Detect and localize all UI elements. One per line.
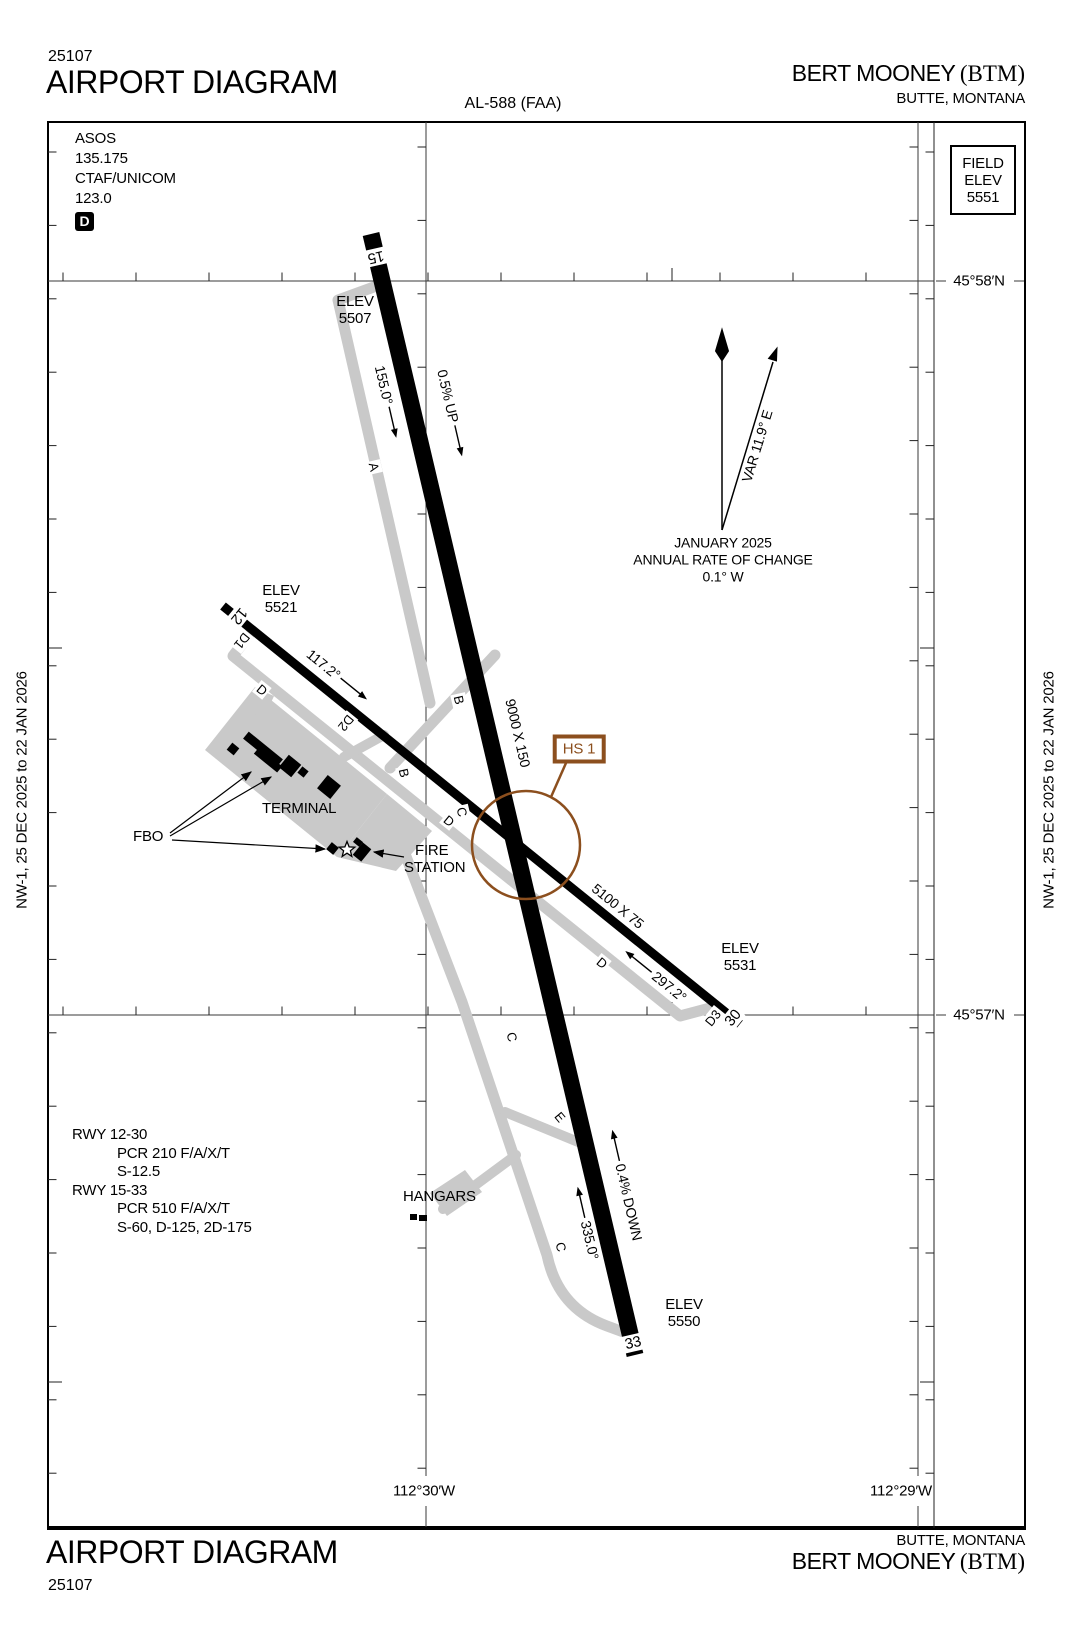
field-elev-value: 5551 [966, 188, 1000, 206]
effective-dates-right: NW-1, 25 DEC 2025 to 22 JAN 2026 [1040, 671, 1058, 909]
magnetic-north-line [721, 361, 774, 531]
terminal-building [278, 754, 302, 778]
runway-heading-117: 117.2° [304, 646, 373, 706]
comm-info-block: ASOS 135.175 CTAF/UNICOM 123.0 [75, 129, 176, 209]
fbo-arrow [169, 776, 273, 837]
hotspot-hs1-label: HS 1 [552, 734, 606, 764]
taxiway-a [332, 278, 436, 709]
field-elev-line1: FIELD [962, 154, 1004, 172]
taxiway-d2 [339, 730, 389, 762]
fbo-building [326, 842, 339, 855]
fire-station-star-icon [337, 839, 357, 858]
rwy-12-30-pcr: PCR 210 F/A/X/T [117, 1144, 230, 1162]
fbo-arrow [169, 771, 252, 834]
arrow-left-icon [610, 1129, 621, 1162]
ctaf-unicom-label: CTAF/UNICOM [75, 170, 176, 187]
magnetic-north-arrowhead [767, 346, 778, 362]
longitude-label-right: 112°29′W [870, 1482, 932, 1500]
building [297, 766, 309, 778]
rwy-12-30-title: RWY 12-30 [72, 1126, 148, 1143]
elevation-rwy33: ELEV 5550 [665, 1296, 703, 1330]
graticule-ticks [48, 146, 934, 1474]
rwy-15-33-pcr: PCR 510 F/A/X/T [117, 1200, 230, 1217]
hangar-building [419, 1215, 427, 1221]
hangar-apron [430, 1170, 482, 1216]
fire-station-building [352, 842, 372, 862]
taxiway-e [500, 1107, 593, 1151]
terminal-label: TERMINAL [262, 800, 337, 817]
airport-identifier: (BTM) [959, 61, 1025, 86]
datis-icon: D [75, 212, 94, 231]
footer-airport-name: BERT MOONEY (BTM) [791, 1548, 1025, 1574]
elevation-rwy30: ELEV 5531 [721, 940, 759, 974]
building [226, 742, 240, 756]
rwy-15-33-strength: S-60, D-125, 2D-175 [117, 1218, 252, 1236]
asos-frequency: 135.175 [75, 150, 128, 167]
fire-station-arrow [372, 849, 405, 858]
arrow-right-icon [388, 406, 398, 439]
latitude-label-top: 45°58′N [953, 272, 1005, 290]
fire-station-label-line1: FIRE [415, 842, 449, 859]
gradient-04-down: 0.4% DOWN [604, 1128, 646, 1242]
latitude-label-bottom: 45°57′N [953, 1006, 1005, 1024]
ctaf-frequency: 123.0 [75, 190, 112, 207]
arrow-left-icon [576, 1186, 586, 1219]
hs1-circle [470, 789, 582, 901]
effective-dates-left: NW-1, 25 DEC 2025 to 22 JAN 2026 [13, 671, 31, 909]
field-elev-line2: ELEV [964, 171, 1002, 189]
rate-line2: 0.1° W [702, 568, 744, 585]
terminal-apron [205, 687, 387, 857]
header-city: BUTTE, MONTANA [896, 90, 1025, 107]
hs1-leader-line [549, 762, 568, 798]
hotspot-hs1 [470, 762, 582, 901]
pointer-arrows [169, 771, 405, 858]
page-title: AIRPORT DIAGRAM [46, 64, 338, 100]
runway-heading-297: 297.2° [620, 945, 690, 1005]
header-chart-code: 25107 [48, 48, 93, 65]
fbo-label: FBO [133, 828, 164, 845]
rate-line1: ANNUAL RATE OF CHANGE [633, 551, 813, 568]
variation-date: JANUARY 2025 [674, 534, 772, 551]
footer-title: AIRPORT DIAGRAM [46, 1534, 338, 1570]
page-frame [47, 121, 1026, 1530]
apron-stub [250, 690, 274, 718]
elevation-rwy12: ELEV 5521 [262, 582, 300, 616]
runway-15-33 [362, 232, 644, 1357]
runway-heading-155: 155.0° [372, 364, 404, 440]
airport-name: BERT MOONEY [791, 60, 956, 86]
runway-heading-335: 335.0° [570, 1185, 602, 1261]
gradient-05-up: 0.5% UP [434, 368, 470, 458]
taxiway-c [396, 840, 632, 1339]
arrow-right-icon [454, 424, 464, 457]
arrow-left-icon [625, 950, 653, 973]
terminal-building [253, 747, 283, 773]
annual-rate-of-change: JANUARY 2025 ANNUAL RATE OF CHANGE 0.1° … [633, 534, 813, 586]
rwy-12-30-strength: S-12.5 [117, 1163, 160, 1180]
north-arrow [714, 327, 778, 531]
footer-city: BUTTE, MONTANA [896, 1532, 1025, 1549]
building [317, 775, 341, 799]
arrow-right-icon [340, 677, 368, 700]
header-airport-name: BERT MOONEY (BTM) [792, 60, 1025, 87]
hangars-label: HANGARS [403, 1188, 476, 1205]
runway-data-block: RWY 12-30 PCR 210 F/A/X/T S-12.5 RWY 15-… [72, 1126, 252, 1237]
building [353, 837, 363, 847]
elevation-rwy15: ELEV 5507 [336, 293, 374, 327]
fire-station-label-line2: STATION [404, 859, 466, 876]
longitude-label-left: 112°30′W [393, 1482, 455, 1500]
asos-label: ASOS [75, 130, 116, 147]
hangar-building [410, 1214, 417, 1220]
graticule-lines [48, 122, 1024, 1527]
fbo-arrow [171, 839, 327, 853]
field-elevation-box: FIELD ELEV 5551 [950, 145, 1016, 215]
footer-chart-code: 25107 [48, 1577, 93, 1594]
terminal-building [243, 731, 283, 767]
header-chart-id: AL-588 (FAA) [464, 95, 562, 112]
rwy-15-33-title: RWY 15-33 [72, 1181, 148, 1199]
north-arrow-head [714, 327, 730, 362]
buildings [226, 731, 427, 1221]
